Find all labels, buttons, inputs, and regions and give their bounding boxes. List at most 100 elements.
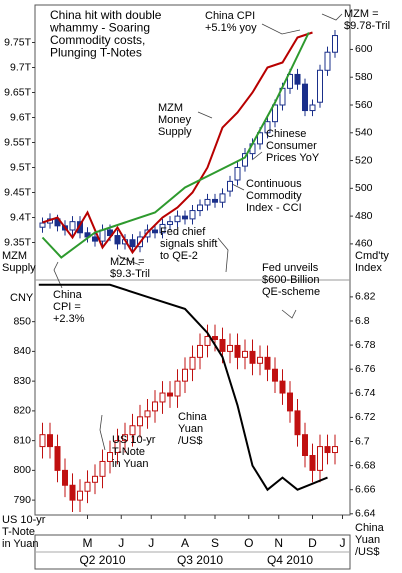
y-axis-label-line: MZM	[2, 250, 27, 262]
y2-tick-label: 600	[355, 43, 373, 55]
y2-tick-label: 6.78	[355, 339, 376, 351]
annotation-line: MZM =	[344, 8, 379, 20]
y2-axis-label-line: China	[355, 522, 385, 534]
x-tick-label: J	[118, 536, 124, 550]
candle-body	[249, 350, 256, 364]
candle-body	[174, 215, 181, 223]
annotation-line: to QE-2	[160, 250, 198, 262]
candle-body	[77, 221, 83, 234]
candle-body	[122, 434, 128, 442]
candle-body	[204, 336, 211, 346]
annotation-line: T-Note	[112, 446, 145, 458]
annotation: MZM Money Supply	[158, 102, 192, 138]
candle-body	[144, 410, 151, 418]
candle-body	[197, 204, 203, 212]
x-tick-label: M	[83, 536, 93, 550]
candle-body	[137, 416, 143, 427]
candle-body	[204, 198, 211, 206]
candle-body	[92, 236, 98, 242]
candle-body	[62, 469, 68, 486]
annotation-line: $600-Billion	[262, 274, 319, 286]
y2-tick-label: 6.8	[355, 315, 370, 327]
candle-body	[99, 460, 106, 477]
y2-axis-label: China Yuan/US$	[355, 522, 385, 558]
y-tick-label: 790	[13, 494, 31, 506]
y-axis-label: US 10-yr T-Note in Yuan	[2, 514, 46, 550]
y2-tick-label: 580	[355, 71, 373, 83]
candle-body	[287, 392, 293, 412]
y-tick-label: 9.75T	[4, 36, 31, 48]
y-tick-label: 830	[13, 375, 31, 387]
annotation-line: in Yuan	[112, 458, 149, 470]
annotation-line: MZM =	[110, 256, 145, 268]
quarter-label: Q3 2010	[177, 553, 223, 567]
x-tick-label: D	[308, 536, 317, 550]
candle-body	[114, 235, 121, 245]
candle-body	[129, 239, 136, 248]
line-series	[41, 32, 310, 259]
y2-tick-label: 6.68	[355, 459, 376, 471]
annotation-line: Yuan	[178, 423, 203, 435]
y-tick-label: 9.55T	[4, 136, 31, 148]
candle-body	[287, 73, 293, 89]
candle-body	[189, 210, 196, 220]
candle-body	[279, 380, 286, 394]
candle-body	[317, 446, 323, 471]
annotation-line: Consumer	[266, 140, 317, 152]
line-series	[42, 31, 313, 255]
annotation-line: CPI =	[53, 301, 81, 313]
candle-body	[264, 121, 271, 134]
annotation-line: whammy - Soaring	[49, 21, 150, 35]
y2-tick-label: 6.74	[355, 387, 376, 399]
candle-body	[324, 446, 331, 454]
annotation: Continuous Commodity Index - CCI	[246, 178, 302, 214]
y2-axis-label-line: Yuan	[355, 534, 380, 546]
y2-tick-label: 460	[355, 238, 373, 250]
candle-body	[242, 350, 248, 358]
candle-body	[219, 193, 226, 203]
annotation-line: Prices YoY	[266, 152, 320, 164]
annotation-line: $9.78-Tril	[344, 20, 390, 32]
y2-tick-label: 6.7	[355, 435, 370, 447]
annotation: MZM = $9.3-Tril	[110, 256, 150, 280]
y-tick-label: 850	[13, 315, 31, 327]
annotation-line: China	[53, 289, 83, 301]
candle-body	[152, 401, 158, 412]
y-tick-label: 9.4T	[10, 211, 32, 223]
y2-tick-label: 6.76	[355, 363, 376, 375]
annotation: Fed chief signals shift to QE-2	[160, 226, 217, 262]
y2-tick-label: 6.82	[355, 291, 376, 303]
candle-body	[197, 344, 203, 358]
candle-body	[317, 69, 323, 103]
x-tick-label: J	[340, 536, 346, 550]
annotation-line: Money	[158, 114, 192, 126]
candle-body	[324, 51, 331, 71]
candle-body	[189, 356, 196, 370]
y2-tick-label: 500	[355, 182, 373, 194]
candle-body	[212, 198, 218, 203]
annotation-line: Commodity costs,	[50, 33, 145, 47]
candle-body	[99, 229, 106, 242]
y-tick-label: 9.6T	[10, 111, 32, 123]
callout	[261, 23, 301, 35]
callout	[217, 237, 229, 273]
candle-body	[257, 132, 263, 145]
candle-body	[332, 35, 338, 53]
candle-body	[227, 180, 233, 192]
candle-body	[302, 434, 308, 457]
annotation-line: +5.1% yoy	[205, 22, 257, 34]
candle-body	[159, 392, 166, 403]
annotation: US 10-yr T-Note in Yuan	[112, 434, 156, 470]
annotation-line: Plunging T-Notes	[50, 46, 142, 60]
candle-body	[114, 440, 121, 454]
candle-body	[227, 344, 233, 352]
annotation: Fed unveils $600-Billion QE-scheme	[262, 262, 320, 298]
candle-body	[294, 410, 301, 436]
candle-body	[309, 104, 316, 112]
callout	[321, 13, 343, 21]
candle-body	[182, 368, 188, 382]
y-tick-label: 820	[13, 405, 31, 417]
annotation-line: signals shift	[160, 238, 217, 250]
candle-body	[272, 368, 278, 382]
